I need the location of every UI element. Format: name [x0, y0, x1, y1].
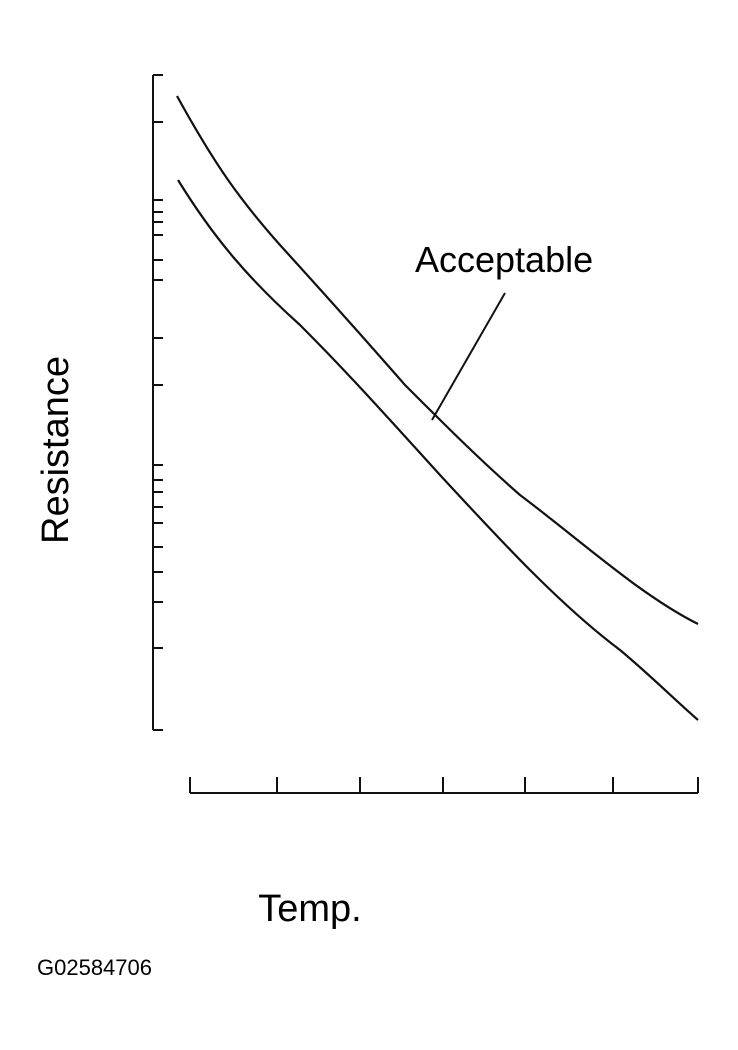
y-axis	[152, 74, 163, 731]
y-axis-label: Resistance	[35, 356, 77, 544]
annotation: Acceptable	[415, 239, 593, 280]
leader-line	[431, 292, 506, 421]
figure-id: G02584706	[37, 955, 152, 980]
x-axis	[189, 777, 699, 794]
lower-curve	[177, 179, 699, 721]
upper-curve	[176, 95, 699, 625]
x-axis-label: Temp.	[258, 888, 361, 930]
